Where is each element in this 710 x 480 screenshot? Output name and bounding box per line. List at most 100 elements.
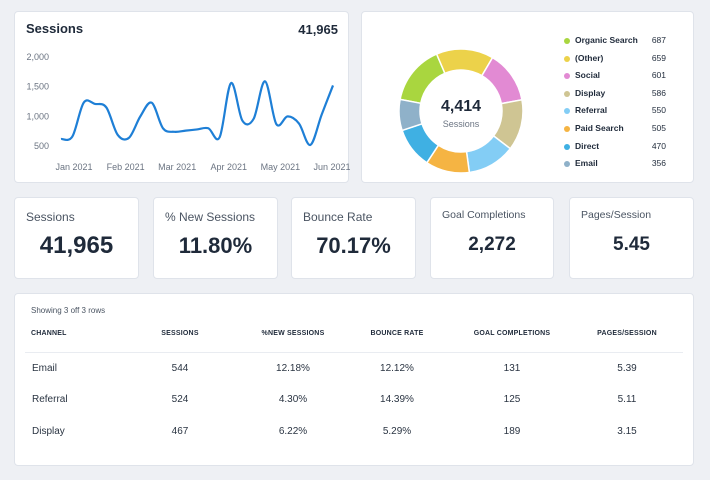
- line-chart-total: 41,965: [298, 22, 338, 37]
- cell-bounce-rate: 12.12%: [380, 363, 414, 374]
- header-goal-completions[interactable]: GOAL COMPLETIONS: [473, 330, 551, 337]
- donut-legend: Organic Search 687 (Other) 659 Social 601 Disp…: [564, 32, 686, 173]
- legend-label: Display: [575, 87, 606, 98]
- sessions-series-line: [60, 80, 335, 147]
- cell-pages-session: 3.15: [617, 426, 637, 437]
- legend-item[interactable]: Referral 550: [564, 102, 686, 120]
- legend-dot-icon: [564, 38, 570, 44]
- legend-value: 601: [651, 70, 666, 81]
- header-sessions[interactable]: SESSIONS: [161, 330, 199, 337]
- cell-sessions: 544: [171, 363, 189, 374]
- legend-item[interactable]: (Other) 659: [564, 50, 686, 68]
- header-channel[interactable]: CHANNEL: [31, 330, 67, 337]
- cell-channel: Referral: [32, 394, 68, 405]
- legend-label: Direct: [575, 140, 600, 151]
- x-tick-label: Jan 2021: [55, 162, 92, 172]
- sessions-donut-chart: 4,414 Sessions: [398, 48, 524, 174]
- cell-new-sessions: 6.22%: [278, 426, 308, 437]
- donut-slice-email[interactable]: [398, 98, 424, 132]
- kpi-new-sessions: % New Sessions 11.80%: [153, 197, 278, 279]
- legend-label: Referral: [575, 105, 608, 116]
- legend-label: Social: [575, 70, 601, 81]
- x-tick-label: Mar 2021: [158, 162, 196, 172]
- cell-pages-session: 5.11: [617, 394, 637, 405]
- header-bounce-rate[interactable]: BOUNCE RATE: [370, 330, 424, 337]
- x-tick-label: Feb 2021: [107, 162, 145, 172]
- channel-table: Showing 3 off 3 rows CHANNEL SESSIONS %N…: [14, 293, 694, 466]
- legend-value: 470: [651, 140, 666, 151]
- sessions-line-chart-card: 2,000 1,500 1,000 500 Jan 2021 Feb 2021 Mar 20…: [14, 11, 350, 183]
- legend-label: (Other): [575, 52, 604, 63]
- legend-value: 356: [651, 158, 666, 169]
- legend-label: Organic Search: [575, 35, 638, 45]
- legend-value: 659: [651, 52, 666, 63]
- y-tick-label: 2,000: [26, 52, 49, 62]
- line-chart-title: Sessions: [26, 21, 84, 36]
- table-row[interactable]: Referral 524 4.30% 14.39% 125 5.11: [15, 394, 693, 414]
- y-tick-label: 500: [34, 141, 49, 151]
- legend-dot-icon: [564, 108, 570, 115]
- table-row[interactable]: Email 544 12.18% 12.12% 131 5.39: [15, 363, 693, 383]
- rows-caption: Showing 3 off 3 rows: [31, 306, 106, 315]
- cell-bounce-rate: 14.39%: [380, 394, 414, 405]
- y-tick-label: 1,500: [26, 82, 49, 92]
- kpi-label: % New Sessions: [165, 210, 256, 224]
- cell-goal-completions: 125: [503, 394, 521, 405]
- legend-label: Paid Search: [575, 122, 624, 133]
- kpi-value: 70.17%: [316, 233, 391, 258]
- table-row[interactable]: Display 467 6.22% 5.29% 189 3.15: [15, 426, 693, 446]
- kpi-label: Pages/Session: [581, 209, 652, 221]
- legend-value: 505: [651, 122, 666, 133]
- cell-sessions: 467: [171, 426, 189, 437]
- legend-item[interactable]: Email 356: [564, 155, 686, 173]
- legend-value: 687: [651, 35, 666, 45]
- legend-item[interactable]: Display 586: [564, 85, 686, 103]
- sessions-donut-chart-card: 4,414 Sessions Organic Search 687 (Other) 6…: [361, 11, 694, 183]
- legend-dot-icon: [564, 90, 570, 97]
- donut-center-value: 4,414: [441, 98, 481, 115]
- legend-dot-icon: [564, 55, 570, 62]
- cell-goal-completions: 131: [503, 363, 521, 374]
- kpi-value: 41,965: [39, 232, 114, 259]
- legend-item[interactable]: Social 601: [564, 67, 686, 85]
- kpi-label: Goal Completions: [442, 209, 526, 221]
- header-new-sessions[interactable]: %NEW SESSIONS: [261, 330, 325, 337]
- table-divider: [25, 352, 683, 353]
- kpi-value: 11.80%: [178, 233, 253, 258]
- kpi-value: 5.45: [613, 234, 650, 255]
- legend-item[interactable]: Direct 470: [564, 138, 686, 156]
- cell-channel: Display: [32, 426, 65, 437]
- legend-value: 586: [651, 87, 666, 98]
- kpi-label: Bounce Rate: [303, 210, 373, 224]
- kpi-label: Sessions: [26, 210, 75, 224]
- legend-dot-icon: [564, 143, 570, 150]
- cell-goal-completions: 189: [503, 426, 521, 437]
- donut-center-label: Sessions: [443, 119, 480, 129]
- table-header-row: CHANNEL SESSIONS %NEW SESSIONS BOUNCE RA…: [15, 330, 693, 344]
- cell-channel: Email: [32, 363, 58, 374]
- donut-slice-social[interactable]: [480, 56, 523, 105]
- cell-pages-session: 5.39: [617, 363, 637, 374]
- x-tick-label: Apr 2021: [211, 162, 248, 172]
- kpi-goal-completions: Goal Completions 2,272: [430, 197, 554, 279]
- legend-dot-icon: [564, 125, 570, 132]
- kpi-sessions: Sessions 41,965: [14, 197, 139, 279]
- y-tick-label: 1,000: [26, 111, 49, 121]
- kpi-value: 2,272: [468, 234, 516, 255]
- legend-value: 550: [651, 105, 666, 116]
- legend-label: Email: [575, 158, 598, 169]
- legend-item[interactable]: Paid Search 505: [564, 120, 686, 138]
- sessions-line-chart: 2,000 1,500 1,000 500 Jan 2021 Feb 2021 Mar 20…: [26, 52, 350, 172]
- donut-slice-organic-search[interactable]: [399, 53, 446, 105]
- x-tick-label: Jun 2021: [313, 162, 350, 172]
- x-tick-label: May 2021: [261, 162, 301, 172]
- legend-dot-icon: [564, 161, 570, 168]
- cell-bounce-rate: 5.29%: [382, 426, 412, 437]
- header-pages-session[interactable]: PAGES/SESSION: [597, 330, 657, 337]
- cell-new-sessions: 12.18%: [276, 363, 310, 374]
- kpi-pages-per-session: Pages/Session 5.45: [569, 197, 694, 279]
- legend-item[interactable]: Organic Search 687: [564, 32, 686, 50]
- cell-sessions: 524: [171, 394, 189, 405]
- kpi-bounce-rate: Bounce Rate 70.17%: [291, 197, 416, 279]
- legend-dot-icon: [564, 73, 570, 80]
